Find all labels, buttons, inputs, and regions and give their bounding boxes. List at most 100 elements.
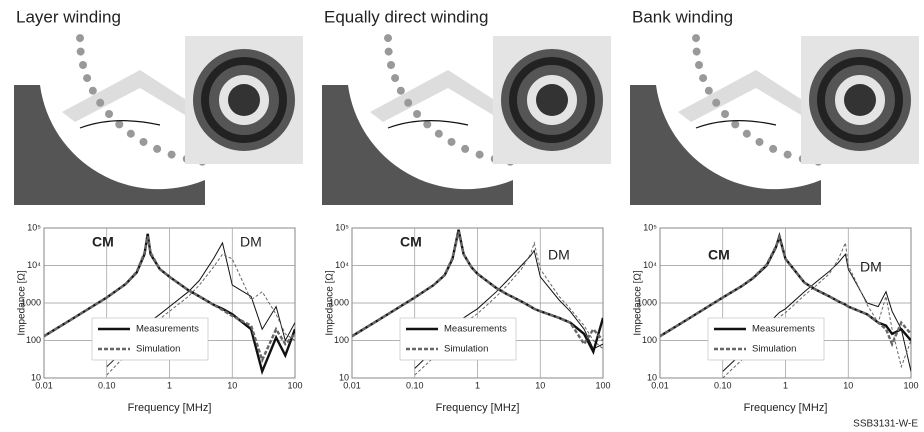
core-window	[678, 70, 821, 122]
wire	[153, 144, 162, 153]
winding-arrow	[387, 120, 469, 129]
y-tick-label: 10⁴	[643, 260, 657, 270]
line-series	[44, 236, 295, 364]
toroid-hole	[228, 84, 260, 116]
x-tick-label: 0.10	[406, 380, 424, 390]
annotation: CM	[400, 234, 422, 250]
x-axis-label: Frequency [MHz]	[744, 402, 828, 414]
wire	[126, 129, 135, 138]
wire	[115, 120, 124, 129]
wire	[475, 150, 484, 159]
wire	[704, 86, 713, 95]
wire	[692, 47, 701, 56]
winding-arrow	[79, 120, 161, 129]
toroid-ring	[201, 57, 287, 143]
y-tick-label: 10	[339, 372, 349, 382]
x-tick-label: 0.10	[714, 380, 732, 390]
wire	[769, 144, 778, 153]
wire	[167, 150, 176, 159]
y-tick-label: 10⁵	[27, 222, 41, 232]
wire	[391, 74, 400, 83]
wire	[712, 98, 721, 107]
wire	[695, 60, 704, 69]
legend-label: Simulation	[136, 344, 180, 355]
line-series	[352, 231, 603, 347]
wire	[79, 60, 88, 69]
wire	[731, 120, 740, 129]
wire	[783, 150, 792, 159]
y-tick-label: 1000	[21, 297, 41, 307]
wire	[76, 34, 85, 43]
panel-title: Layer winding	[16, 7, 121, 26]
toroid-ring	[501, 49, 603, 151]
x-tick-label: 0.01	[651, 380, 669, 390]
wire	[434, 129, 443, 138]
wire	[423, 120, 432, 129]
wire	[105, 110, 114, 119]
wire	[88, 86, 97, 95]
winding-illustration	[630, 34, 919, 205]
winding-illustration	[322, 34, 611, 205]
wire	[699, 74, 708, 83]
y-tick-label: 10⁴	[335, 260, 349, 270]
toroid-ring	[517, 65, 587, 135]
wire	[755, 137, 764, 146]
core-section	[14, 85, 205, 205]
toroid-ring	[209, 65, 279, 135]
x-axis-label: Frequency [MHz]	[436, 402, 520, 414]
wire	[721, 110, 730, 119]
wire	[692, 34, 701, 43]
wire	[461, 144, 470, 153]
legend-box	[707, 317, 825, 361]
core-window	[62, 70, 205, 122]
wire	[387, 60, 396, 69]
wire	[742, 129, 751, 138]
annotation: CM	[92, 234, 114, 250]
panel-title: Bank winding	[632, 7, 733, 26]
wire	[384, 47, 393, 56]
x-tick-label: 1	[783, 380, 788, 390]
toroid-ring	[809, 49, 911, 151]
annotation: DM	[860, 259, 882, 275]
annotation: DM	[240, 234, 262, 250]
wire	[83, 74, 92, 83]
annotation: DM	[548, 247, 570, 263]
annotation: CM	[708, 247, 730, 263]
y-axis-label: Impedance [Ω]	[325, 270, 336, 336]
wire	[447, 137, 456, 146]
core-section	[630, 85, 821, 205]
winding-arrow	[695, 120, 777, 129]
x-tick-label: 1	[475, 380, 480, 390]
x-axis-label: Frequency [MHz]	[128, 402, 212, 414]
x-tick-label: 10	[227, 380, 237, 390]
wire	[139, 137, 148, 146]
y-tick-label: 100	[334, 335, 349, 345]
toroid-hole	[536, 84, 568, 116]
legend-label: Simulation	[444, 344, 488, 355]
core-window	[370, 70, 513, 122]
line-series	[106, 253, 295, 376]
legend-label: Measurements	[752, 324, 815, 335]
x-tick-label: 10	[535, 380, 545, 390]
wire	[396, 86, 405, 95]
line-series	[660, 234, 911, 348]
legend-label: Measurements	[136, 324, 199, 335]
legend-box	[399, 317, 517, 361]
wire	[76, 47, 85, 56]
toroid-ring	[193, 49, 295, 151]
wire	[96, 98, 105, 107]
y-tick-label: 10⁵	[643, 222, 657, 232]
y-tick-label: 1000	[329, 297, 349, 307]
x-tick-label: 100	[595, 380, 610, 390]
wire	[413, 110, 422, 119]
legend-label: Simulation	[752, 344, 796, 355]
toroid-hole	[844, 84, 876, 116]
x-tick-label: 100	[903, 380, 918, 390]
y-tick-label: 10⁴	[27, 260, 41, 270]
toroid-ring	[825, 65, 895, 135]
x-tick-label: 0.01	[343, 380, 361, 390]
toroid-ring	[817, 57, 903, 143]
y-tick-label: 10	[31, 372, 41, 382]
x-tick-label: 0.01	[35, 380, 53, 390]
